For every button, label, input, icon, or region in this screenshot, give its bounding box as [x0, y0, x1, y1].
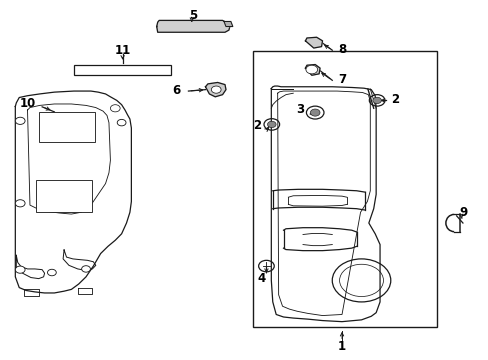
Circle shape: [47, 269, 56, 276]
Bar: [39, 112, 95, 142]
Circle shape: [310, 109, 319, 116]
Circle shape: [305, 65, 317, 74]
Circle shape: [81, 266, 90, 272]
Circle shape: [372, 97, 381, 104]
Text: 1: 1: [337, 340, 346, 353]
Polygon shape: [224, 22, 232, 27]
Text: 2: 2: [253, 119, 261, 132]
Text: 11: 11: [114, 44, 130, 57]
Bar: [36, 180, 92, 212]
Polygon shape: [305, 37, 322, 48]
Polygon shape: [205, 82, 225, 97]
Bar: [74, 64, 171, 75]
Bar: [253, 51, 436, 327]
Circle shape: [15, 200, 25, 207]
Polygon shape: [305, 64, 320, 75]
Polygon shape: [157, 21, 229, 32]
Circle shape: [267, 121, 276, 127]
Text: 2: 2: [390, 93, 398, 106]
Text: 9: 9: [458, 206, 467, 219]
Circle shape: [117, 120, 126, 126]
Text: 10: 10: [20, 98, 36, 111]
Text: 3: 3: [295, 103, 304, 116]
Text: 7: 7: [337, 73, 346, 86]
Circle shape: [211, 86, 221, 93]
Text: 4: 4: [257, 272, 265, 285]
Text: 8: 8: [337, 43, 346, 56]
Text: 6: 6: [172, 84, 180, 97]
Text: 5: 5: [189, 9, 197, 22]
Circle shape: [15, 117, 25, 125]
Circle shape: [15, 266, 25, 273]
